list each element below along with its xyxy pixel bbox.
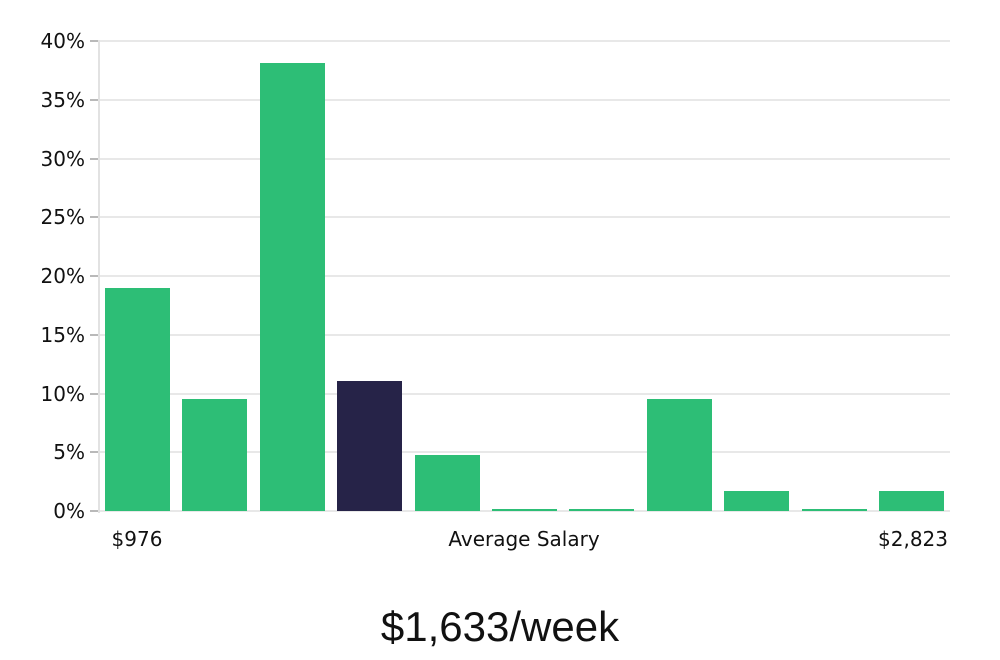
y-tick-mark-0pct: [90, 510, 99, 512]
highlighted-average-bar-4: [337, 380, 403, 511]
gridline-15pct: [99, 333, 950, 336]
y-tick-mark-40pct: [90, 40, 99, 42]
gridline-20pct: [99, 275, 950, 277]
y-tick-label-25pct: 25%: [40, 205, 85, 230]
y-axis-line: [98, 40, 100, 513]
y-tick-mark-30pct: [90, 157, 99, 160]
gridline-0pct: [99, 510, 950, 512]
y-tick-label-40pct: 40%: [40, 29, 85, 53]
gridline-10pct: [99, 392, 950, 395]
gridline-30pct: [99, 157, 950, 160]
y-tick-label-30pct: 30%: [40, 146, 85, 171]
gridline-40pct: [99, 40, 950, 42]
gridline-5pct: [99, 451, 950, 454]
bar-6: [491, 508, 557, 511]
y-tick-label-35pct: 35%: [40, 87, 85, 112]
bar-2: [182, 399, 248, 511]
y-tick-label-20pct: 20%: [40, 264, 85, 288]
y-tick-label-5pct: 5%: [53, 440, 85, 465]
x-tick-label-max-salary: $2,823: [878, 527, 948, 551]
y-tick-label-0pct: 0%: [53, 499, 85, 523]
y-tick-mark-25pct: [90, 216, 99, 219]
average-weekly-salary-title: $1,633/week: [380, 603, 620, 650]
bar-11: [878, 491, 944, 511]
x-tick-label-min-salary: $976: [111, 527, 163, 551]
x-axis-label-average-salary: Average Salary: [448, 527, 600, 551]
gridline-25pct: [99, 216, 950, 219]
bar-5: [414, 454, 480, 511]
bar-8: [646, 399, 712, 511]
bar-10: [801, 508, 867, 511]
y-tick-mark-15pct: [90, 333, 99, 336]
y-tick-label-10pct: 10%: [40, 381, 85, 406]
bars-container: [105, 41, 944, 511]
bar-9: [724, 491, 790, 511]
bar-3: [259, 63, 325, 511]
y-tick-mark-5pct: [90, 451, 99, 454]
y-tick-mark-35pct: [90, 98, 99, 101]
bar-1: [105, 287, 170, 511]
gridline-35pct: [99, 98, 950, 101]
bar-7: [569, 508, 635, 511]
y-tick-label-15pct: 15%: [40, 322, 85, 347]
y-tick-mark-20pct: [90, 275, 99, 277]
y-tick-mark-10pct: [90, 392, 99, 395]
